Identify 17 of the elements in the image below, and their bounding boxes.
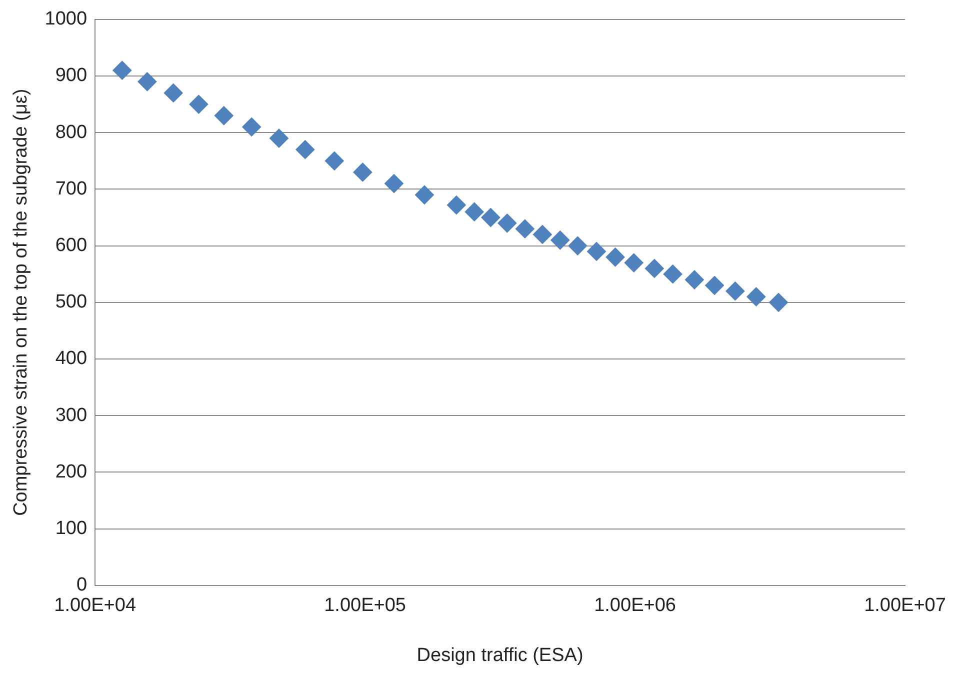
y-tick-label: 0 [76, 574, 88, 596]
y-tick-label: 400 [55, 348, 88, 370]
x-axis-title: Design traffic (ESA) [416, 644, 584, 666]
y-tick-label: 200 [55, 461, 88, 482]
x-tick-label: 1.00E+05 [324, 595, 406, 616]
x-tick-label: 1.00E+07 [864, 595, 946, 616]
x-tick-label: 1.00E+06 [594, 595, 676, 616]
y-tick-label: 500 [55, 292, 88, 313]
y-tick-label: 800 [55, 122, 88, 143]
y-tick-label: 900 [55, 65, 88, 86]
y-tick-label: 100 [55, 518, 88, 540]
y-tick-label: 300 [55, 404, 88, 426]
y-tick-label: 600 [55, 235, 88, 256]
y-axis-title: Compressive strain on the top of the subgrade (με) [10, 88, 32, 516]
y-tick-label: 1000 [44, 8, 88, 30]
x-tick-label: 1.00E+04 [54, 595, 136, 616]
y-tick-label: 700 [55, 178, 88, 200]
